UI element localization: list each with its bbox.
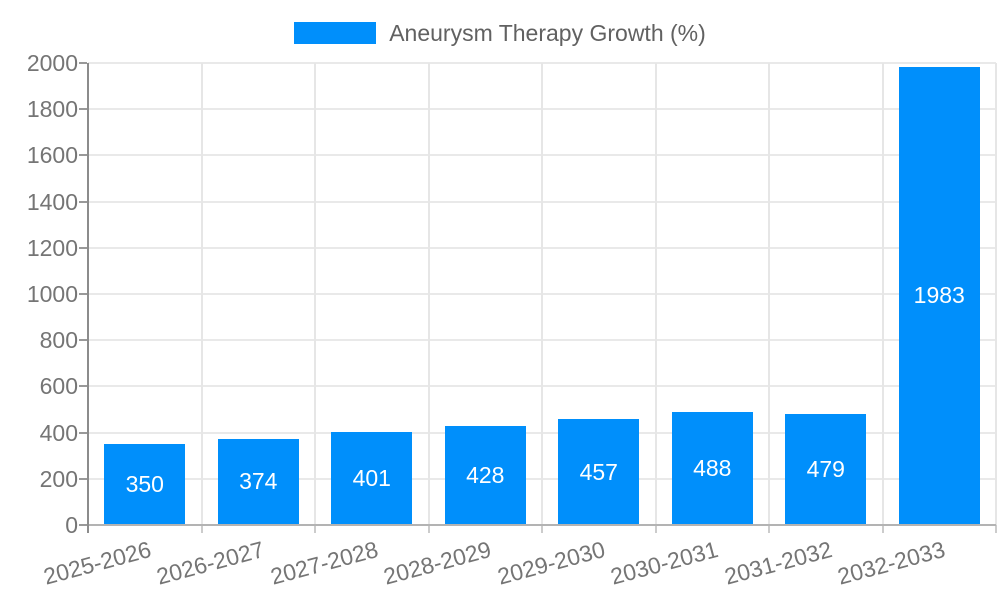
gridline-vertical bbox=[314, 63, 316, 525]
gridline-vertical bbox=[541, 63, 543, 525]
x-axis-tick bbox=[541, 525, 543, 533]
bar: 428 bbox=[444, 426, 526, 525]
y-axis-label: 1600 bbox=[26, 142, 78, 169]
y-axis-tick bbox=[79, 154, 87, 157]
y-axis-tick bbox=[79, 246, 87, 249]
y-axis-label: 0 bbox=[65, 512, 78, 538]
gridline-vertical bbox=[768, 63, 770, 525]
y-axis-label: 600 bbox=[39, 373, 78, 400]
y-axis-tick bbox=[79, 431, 87, 434]
y-axis-label: 200 bbox=[39, 465, 78, 492]
y-axis-tick bbox=[79, 293, 87, 295]
bar: 401 bbox=[331, 432, 413, 525]
y-axis-label: 1400 bbox=[26, 188, 78, 215]
bar: 374 bbox=[217, 438, 299, 525]
gridline-vertical bbox=[881, 63, 884, 525]
bar-value-label: 457 bbox=[579, 458, 618, 485]
bar: 1983 bbox=[898, 66, 980, 525]
y-axis-label: 1800 bbox=[26, 96, 78, 123]
y-axis-label: 1200 bbox=[26, 234, 78, 261]
legend-swatch bbox=[294, 22, 377, 44]
y-axis-label: 2000 bbox=[26, 50, 78, 76]
bar: 479 bbox=[785, 414, 867, 525]
bar: 457 bbox=[558, 419, 640, 525]
bar-value-label: 1983 bbox=[913, 282, 965, 309]
gridline-vertical bbox=[654, 63, 657, 525]
x-axis-tick bbox=[881, 525, 884, 533]
x-axis-line bbox=[87, 524, 996, 526]
x-axis-tick bbox=[314, 525, 316, 533]
gridline-vertical bbox=[200, 63, 203, 525]
x-axis-label: 2032-2033 bbox=[834, 536, 948, 590]
bar-value-label: 401 bbox=[352, 465, 391, 492]
y-axis-label: 400 bbox=[39, 419, 78, 446]
y-axis-line bbox=[87, 63, 89, 533]
x-axis-tick bbox=[995, 525, 997, 533]
x-axis-label: 2026-2027 bbox=[153, 536, 267, 590]
y-axis-tick bbox=[79, 339, 87, 342]
y-axis-tick bbox=[79, 477, 87, 480]
y-axis-label: 1000 bbox=[26, 281, 78, 307]
gridline-vertical bbox=[427, 63, 430, 525]
x-axis-tick bbox=[200, 525, 203, 533]
x-axis-label: 2025-2026 bbox=[40, 536, 154, 590]
x-axis-tick bbox=[654, 525, 657, 533]
plot-area: 350 374 401 428 457 488 479 1983 bbox=[79, 62, 997, 533]
y-axis-tick bbox=[79, 200, 87, 203]
x-axis-label: 2031-2032 bbox=[721, 536, 835, 590]
x-axis-label: 2028-2029 bbox=[380, 536, 494, 590]
bar-value-label: 488 bbox=[693, 455, 732, 482]
bar-value-label: 350 bbox=[125, 471, 164, 498]
y-axis-tick bbox=[79, 385, 87, 388]
bar-value-label: 374 bbox=[239, 468, 278, 495]
bar: 350 bbox=[104, 444, 186, 525]
legend-label: Aneurysm Therapy Growth (%) bbox=[389, 19, 706, 46]
bar-value-label: 479 bbox=[806, 456, 845, 483]
legend-item[interactable]: Aneurysm Therapy Growth (%) bbox=[0, 18, 1000, 48]
gridline-vertical bbox=[995, 63, 997, 525]
y-axis-tick bbox=[79, 108, 87, 111]
x-axis-label: 2029-2030 bbox=[494, 536, 608, 590]
bar: 488 bbox=[671, 412, 753, 525]
x-axis-label: 2027-2028 bbox=[267, 536, 381, 590]
x-axis-tick bbox=[427, 525, 430, 533]
y-axis-tick bbox=[79, 62, 87, 64]
x-axis-label: 2030-2031 bbox=[607, 536, 721, 590]
bar-value-label: 428 bbox=[466, 462, 505, 489]
y-axis-tick bbox=[79, 524, 87, 526]
x-axis-tick bbox=[768, 525, 770, 533]
y-axis-label: 800 bbox=[39, 327, 78, 354]
